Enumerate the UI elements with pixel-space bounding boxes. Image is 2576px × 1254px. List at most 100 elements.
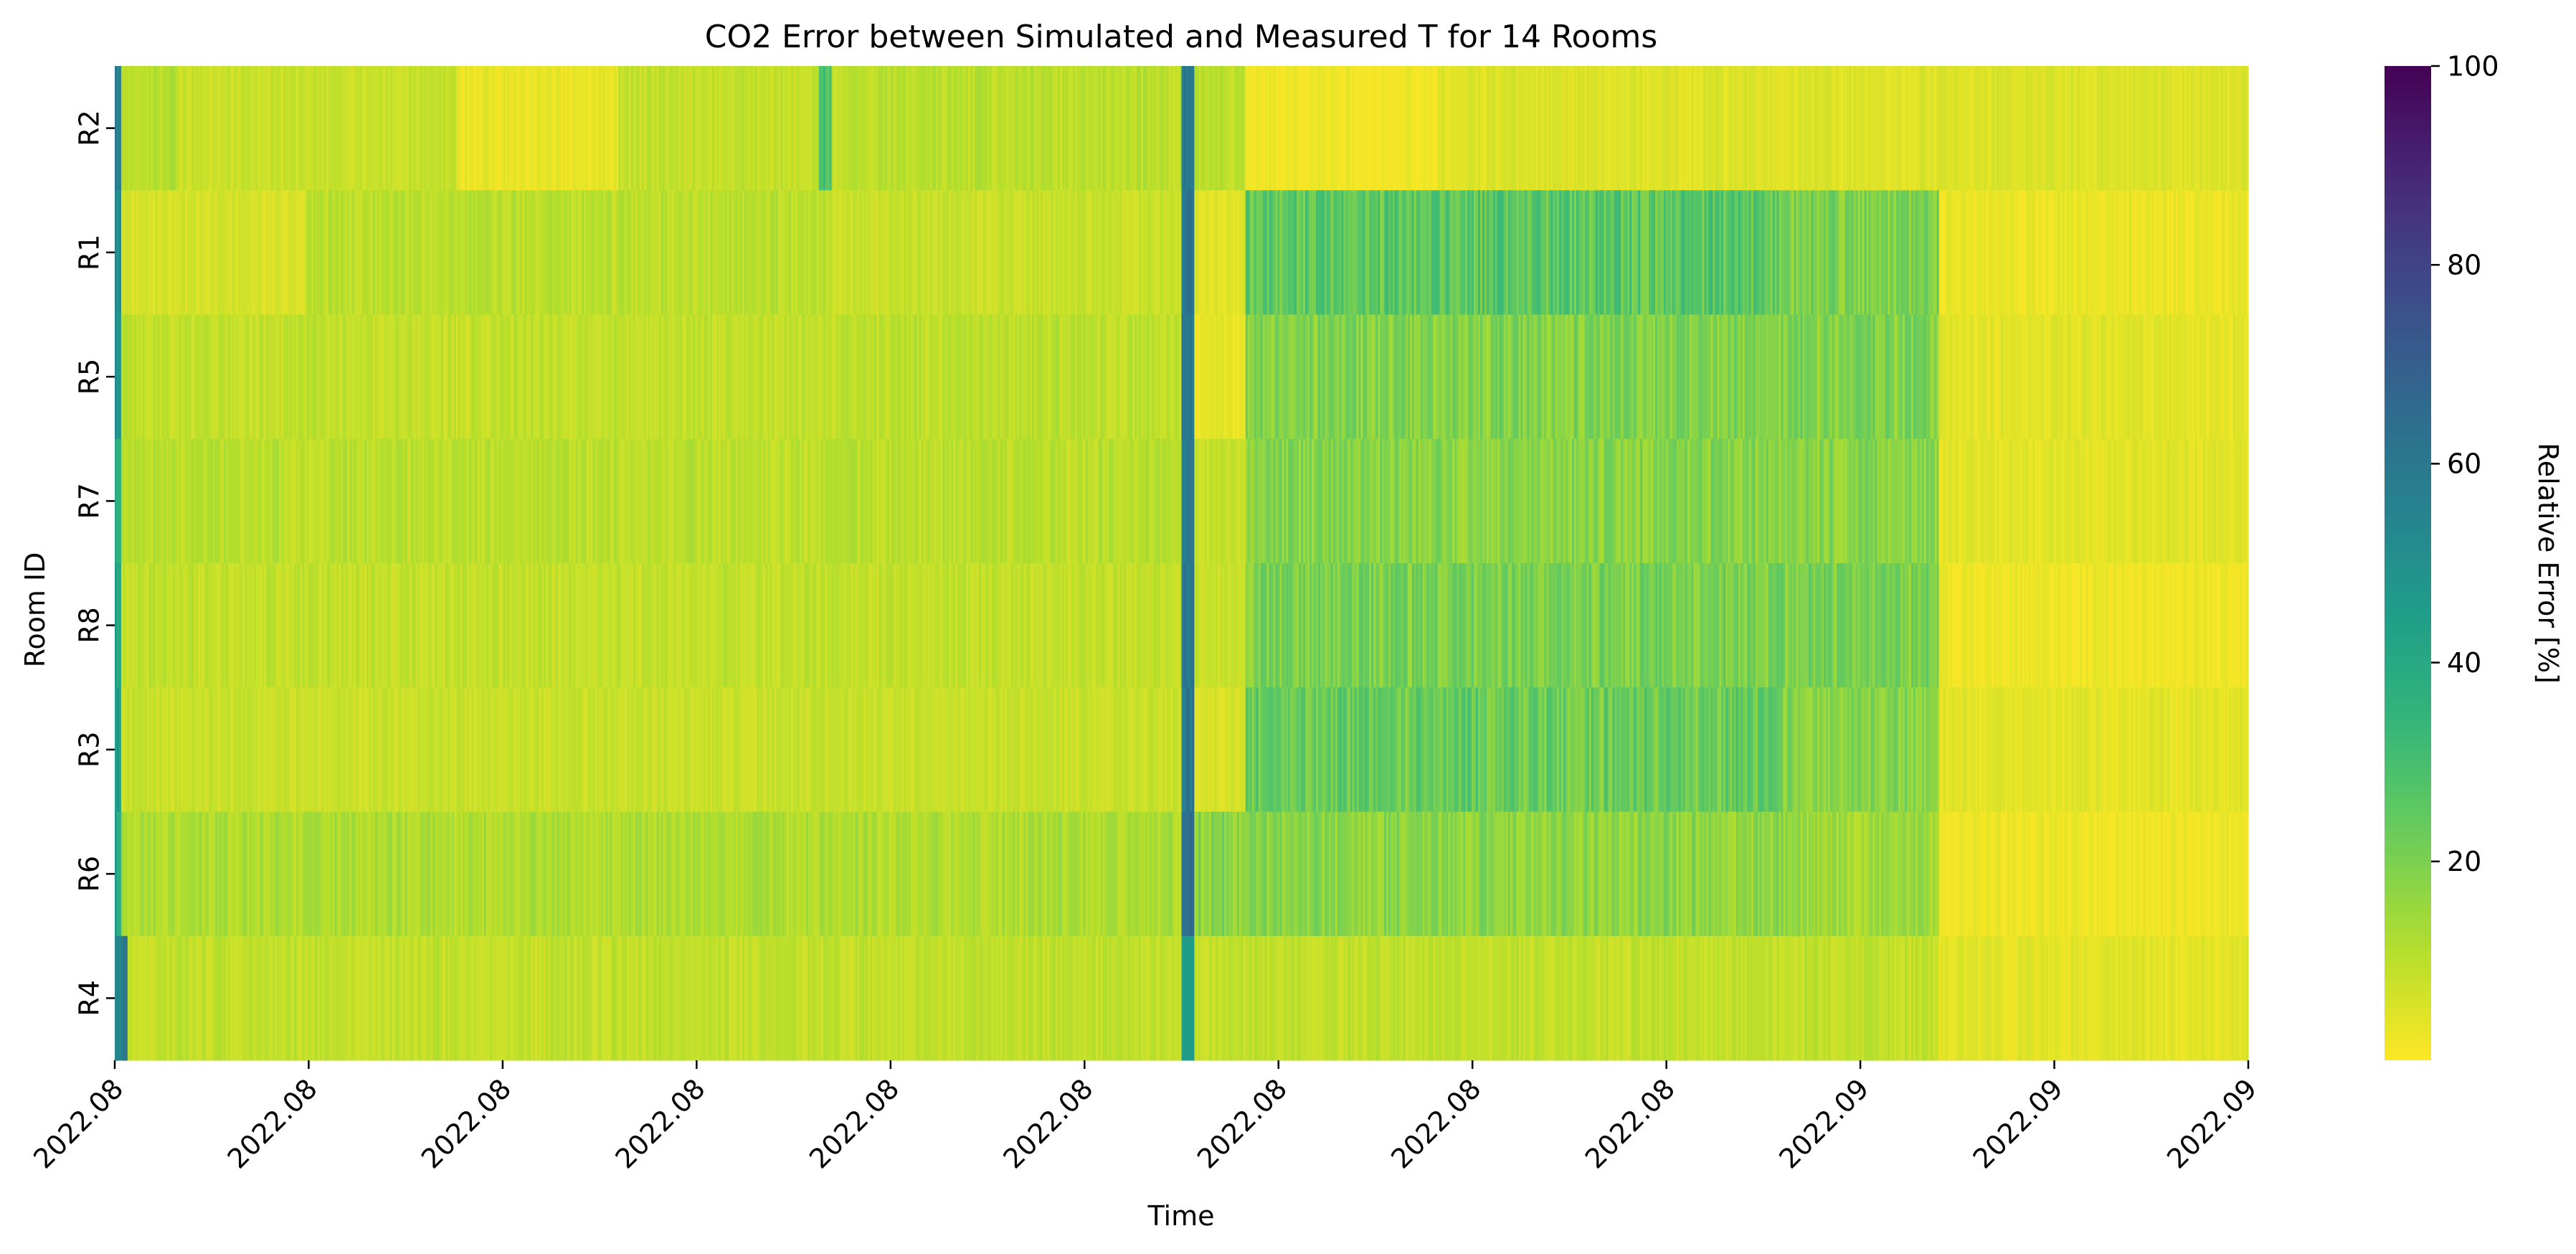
heatmap-cell [1710, 438, 1713, 564]
heatmap-cell [2111, 190, 2115, 315]
heatmap-cell [816, 687, 822, 812]
heatmap-cell [1984, 563, 1987, 688]
heatmap-cell [985, 314, 990, 440]
heatmap-cell [466, 314, 470, 440]
heatmap-cell [456, 314, 459, 440]
heatmap-cell [1002, 66, 1008, 191]
heatmap-cell [409, 438, 412, 564]
heatmap-cell [225, 438, 229, 564]
heatmap-cell [2096, 66, 2102, 191]
heatmap-cell [1437, 563, 1443, 688]
heatmap-cell [1809, 314, 1812, 440]
heatmap-cell [1006, 190, 1010, 315]
heatmap-cell [968, 190, 973, 315]
heatmap-cell [1034, 314, 1037, 440]
heatmap-cell [1002, 314, 1005, 440]
heatmap-cell [2109, 563, 2113, 688]
heatmap-cell [404, 66, 410, 191]
heatmap-cell [2085, 190, 2089, 315]
heatmap-cell [1962, 687, 1967, 812]
heatmap-cell [1384, 563, 1387, 688]
heatmap-cell [157, 438, 161, 564]
heatmap-cell [1894, 190, 1897, 315]
heatmap-cell [1074, 563, 1078, 688]
heatmap-cell [2161, 66, 2164, 191]
heatmap-cell [630, 66, 634, 191]
heatmap-cell [1623, 314, 1626, 440]
heatmap-cell [1317, 438, 1323, 564]
heatmap-cell [648, 563, 651, 688]
heatmap-cell [338, 563, 341, 688]
heatmap-cell [1254, 563, 1259, 688]
heatmap-cell [1892, 687, 1895, 812]
heatmap-cell [1693, 66, 1697, 191]
heatmap-cell [2229, 314, 2234, 440]
heatmap-cell [268, 438, 271, 564]
heatmap-cell [426, 190, 429, 315]
heatmap-cell [1262, 190, 1266, 315]
heatmap-cell [1823, 563, 1827, 688]
heatmap-cell [1478, 66, 1481, 191]
heatmap-cell [435, 66, 437, 191]
heatmap-cell [863, 687, 866, 812]
heatmap-cell [328, 438, 331, 564]
heatmap-cell [1066, 66, 1069, 191]
heatmap-cell [1676, 563, 1680, 688]
heatmap-cell [464, 438, 468, 564]
heatmap-cell [362, 66, 365, 191]
heatmap-cell [778, 66, 781, 191]
heatmap-cell [1599, 563, 1605, 688]
heatmap-cell [1461, 190, 1464, 315]
heatmap-cell [2078, 66, 2080, 191]
heatmap-cell [889, 438, 892, 564]
heatmap-cell [191, 438, 194, 564]
heatmap-cell [1290, 66, 1293, 191]
heatmap-cell [951, 190, 954, 315]
heatmap-cell [1864, 190, 1867, 315]
heatmap-cell [1446, 190, 1449, 315]
heatmap-cell [818, 563, 822, 688]
heatmap-cell [637, 687, 643, 812]
heatmap-cell [1597, 438, 1601, 564]
heatmap-cell [369, 66, 376, 191]
heatmap-cell [1941, 190, 1946, 315]
heatmap-cell [1512, 438, 1515, 564]
heatmap-cell [1492, 190, 1496, 315]
heatmap-cell [671, 563, 675, 688]
heatmap-cell [897, 190, 901, 315]
heatmap-cell [1465, 314, 1468, 440]
heatmap-cell [879, 66, 881, 191]
heatmap-cell [752, 190, 756, 315]
heatmap-cell [424, 438, 427, 564]
heatmap-cell [308, 563, 312, 688]
heatmap-cell [2039, 190, 2042, 315]
heatmap-cell [799, 66, 807, 191]
heatmap-cell [1663, 563, 1667, 688]
heatmap-cell [2037, 438, 2040, 564]
heatmap-cell [462, 563, 468, 688]
heatmap-cell [394, 314, 397, 440]
heatmap-cell [1358, 563, 1361, 688]
heatmap-cell [1779, 563, 1782, 688]
heatmap-cell [1041, 190, 1043, 315]
heatmap-cell [1245, 687, 1249, 812]
heatmap-cell [1492, 66, 1496, 191]
heatmap-cell [2135, 314, 2140, 440]
heatmap-cell [833, 66, 837, 191]
heatmap-cell [1678, 687, 1682, 812]
heatmap-cell [1538, 66, 1540, 191]
heatmap-cell [993, 190, 999, 315]
heatmap-cell [1975, 438, 1978, 564]
heatmap-cell [1881, 190, 1884, 315]
heatmap-cell [1299, 190, 1302, 315]
heatmap-cell [1365, 687, 1368, 812]
heatmap-cell [625, 314, 628, 440]
heatmap-cell [1354, 314, 1358, 440]
heatmap-cell [1531, 687, 1534, 812]
heatmap-cell [899, 563, 903, 688]
heatmap-cell [338, 687, 341, 812]
heatmap-cell [1629, 563, 1632, 688]
heatmap-cell [883, 438, 886, 564]
heatmap-cell [1467, 438, 1470, 564]
